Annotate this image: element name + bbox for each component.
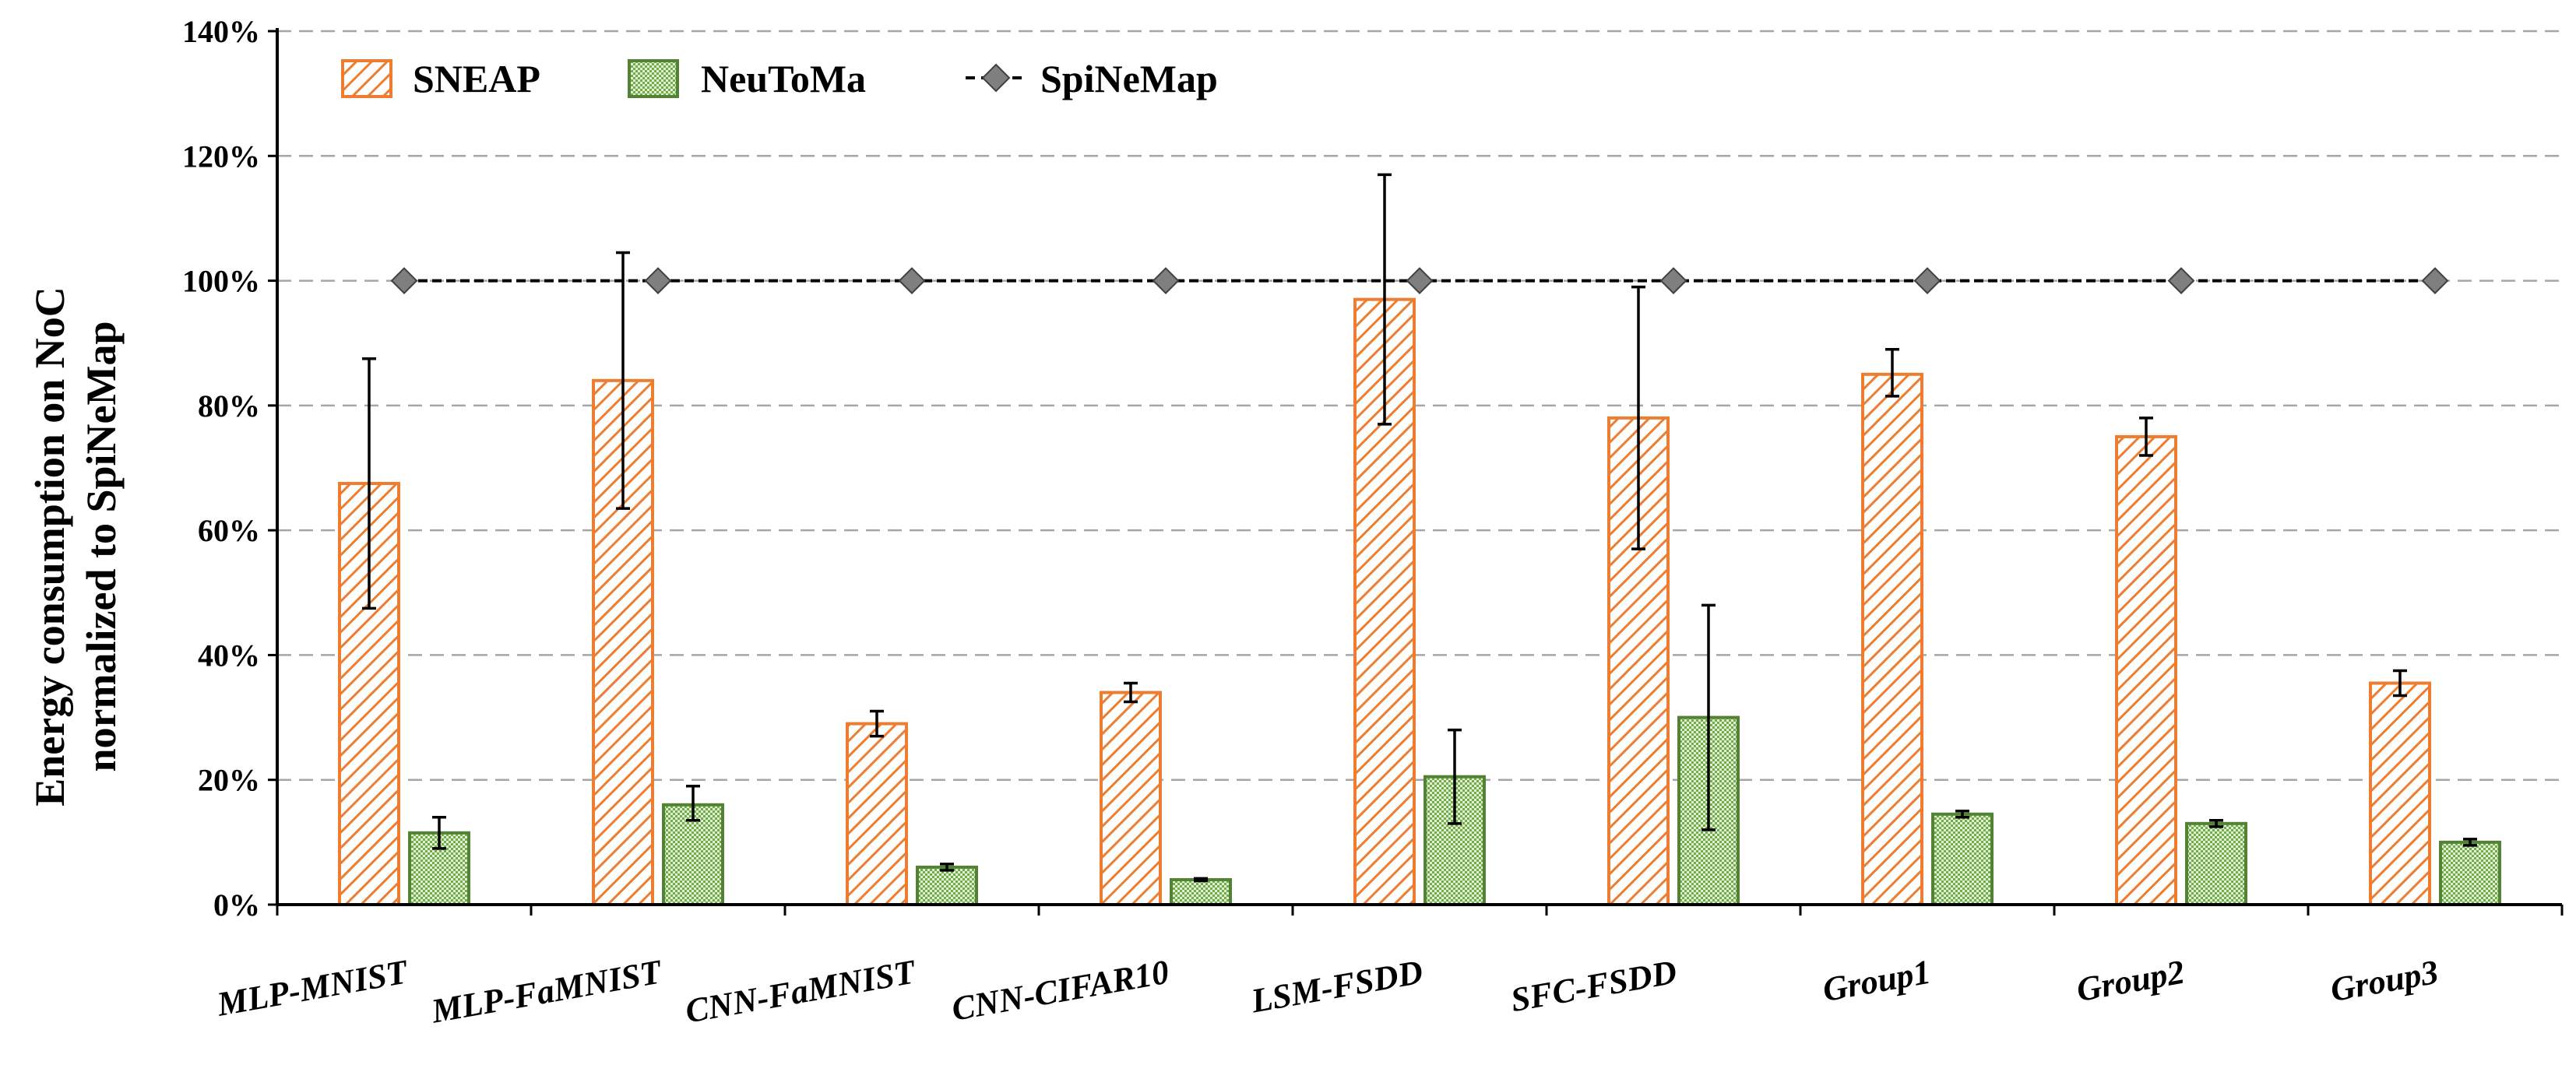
x-category-label: Group1 <box>1820 953 1934 1009</box>
y-tick-label: 80% <box>198 388 260 424</box>
x-category-label: MLP-FaMNIST <box>428 952 666 1031</box>
bar-sneap <box>1861 372 1923 906</box>
bar-neutoma <box>1931 812 1994 906</box>
y-tick-label: 120% <box>182 139 260 174</box>
bar-sneap <box>1100 691 1162 906</box>
axes <box>276 28 2564 916</box>
x-category-label: Group3 <box>2328 953 2441 1009</box>
y-tick-label: 60% <box>198 513 260 548</box>
bar-sneap <box>2369 681 2431 906</box>
y-tick-label: 140% <box>182 14 260 49</box>
spinemap-marker <box>898 267 926 294</box>
y-tick-label: 20% <box>198 763 260 798</box>
legend-label-spinemap: SpiNeMap <box>1040 57 1218 100</box>
bar-sneap <box>846 722 908 906</box>
y-tick-label: 40% <box>198 638 260 673</box>
legend-swatch-neutoma <box>628 59 679 98</box>
reference-line <box>390 267 2449 294</box>
y-tick-label: 0% <box>213 888 260 923</box>
bar-neutoma <box>1170 877 1232 907</box>
spinemap-marker <box>644 267 672 294</box>
y-axis-title-line2: normalized to SpiNeMap <box>78 322 125 772</box>
spinemap-marker <box>2167 267 2195 294</box>
x-category-label: Group2 <box>2074 953 2187 1009</box>
spinemap-marker <box>1406 267 1434 294</box>
bar-neutoma <box>2185 821 2247 907</box>
y-tick-label: 100% <box>182 264 260 299</box>
legend-label-neutoma: NeuToMa <box>701 57 866 100</box>
x-category-label: MLP-MNIST <box>213 952 412 1024</box>
bar-neutoma <box>2439 840 2501 907</box>
bar-sneap <box>1607 416 1670 906</box>
error-bars <box>362 173 2477 883</box>
bar-sneap <box>2115 434 2177 906</box>
bar-neutoma <box>916 865 978 907</box>
spinemap-marker <box>2421 267 2449 294</box>
legend-marker-spinemap <box>981 63 1011 93</box>
legend-swatch-sneap <box>341 59 392 98</box>
x-category-labels: MLP-MNIST MLP-FaMNIST CNN-FaMNIST CNN-CIFAR… <box>213 952 2441 1031</box>
x-category-label: SFC-FSDD <box>1508 953 1679 1020</box>
spinemap-marker <box>1152 267 1180 294</box>
x-category-label: LSM-FSDD <box>1248 953 1426 1021</box>
x-category-label: CNN-FaMNIST <box>682 952 919 1030</box>
y-tick-labels: 0% 20% 40% 60% 80% 100% 120% 140% <box>182 14 277 923</box>
spinemap-marker <box>1913 267 1941 294</box>
spinemap-marker <box>1659 267 1687 294</box>
bars <box>338 297 2501 907</box>
spinemap-marker <box>390 267 418 294</box>
x-category-label: CNN-CIFAR10 <box>948 953 1171 1028</box>
y-axis-title-line1: Energy consumption on NoC <box>26 286 73 807</box>
legend-label-sneap: SNEAP <box>413 57 540 100</box>
legend: SNEAP NeuToMa SpiNeMap <box>341 57 1218 100</box>
